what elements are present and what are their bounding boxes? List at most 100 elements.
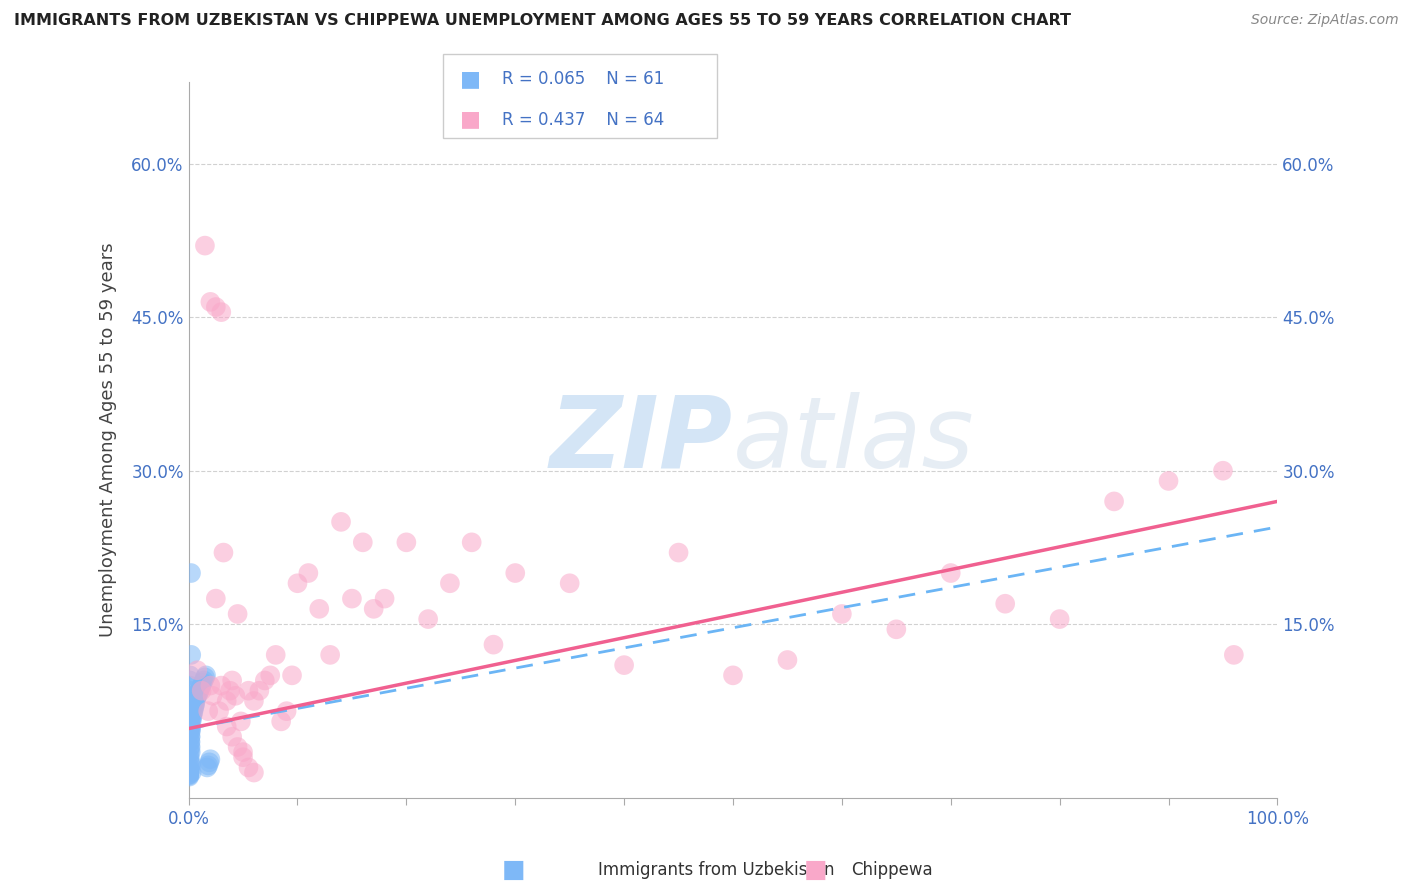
Point bbox=[186, 690, 208, 705]
Point bbox=[939, 566, 962, 580]
Point bbox=[226, 607, 249, 621]
Point bbox=[180, 757, 202, 772]
Point bbox=[188, 683, 211, 698]
Point bbox=[226, 739, 249, 754]
Text: R = 0.065    N = 61: R = 0.065 N = 61 bbox=[502, 70, 664, 88]
Point bbox=[1212, 464, 1234, 478]
Point bbox=[179, 769, 201, 783]
Point bbox=[179, 765, 201, 780]
Point bbox=[308, 602, 330, 616]
Point bbox=[503, 566, 526, 580]
Point bbox=[418, 612, 440, 626]
Point bbox=[179, 668, 201, 682]
Point bbox=[232, 750, 254, 764]
Point bbox=[374, 591, 396, 606]
Point bbox=[215, 694, 238, 708]
Point bbox=[219, 683, 242, 698]
Point bbox=[194, 670, 217, 684]
Point bbox=[179, 714, 201, 729]
Point bbox=[243, 765, 266, 780]
Y-axis label: Unemployment Among Ages 55 to 59 years: Unemployment Among Ages 55 to 59 years bbox=[100, 243, 117, 637]
Point bbox=[281, 668, 304, 682]
Text: R = 0.437    N = 64: R = 0.437 N = 64 bbox=[502, 111, 664, 128]
Point bbox=[190, 681, 212, 695]
Point bbox=[180, 730, 202, 744]
Point bbox=[1049, 612, 1071, 626]
Point bbox=[179, 689, 201, 703]
Point bbox=[190, 683, 212, 698]
Point bbox=[352, 535, 374, 549]
Text: atlas: atlas bbox=[733, 392, 974, 489]
Point bbox=[200, 752, 222, 766]
Point bbox=[183, 704, 205, 718]
Point bbox=[180, 735, 202, 749]
Point bbox=[613, 658, 636, 673]
Text: Chippewa: Chippewa bbox=[851, 861, 932, 879]
Point bbox=[179, 756, 201, 770]
Point bbox=[994, 597, 1017, 611]
Point bbox=[212, 545, 235, 559]
Point bbox=[179, 752, 201, 766]
Point bbox=[181, 709, 204, 723]
Point bbox=[187, 687, 209, 701]
Point bbox=[180, 722, 202, 736]
Point bbox=[179, 760, 201, 774]
Point bbox=[205, 300, 228, 314]
Point bbox=[264, 648, 287, 662]
Point bbox=[177, 767, 200, 781]
Point bbox=[1102, 494, 1125, 508]
Point bbox=[179, 709, 201, 723]
Point bbox=[243, 694, 266, 708]
Point bbox=[183, 699, 205, 714]
Point bbox=[198, 756, 221, 770]
Point bbox=[1157, 474, 1180, 488]
Point bbox=[776, 653, 799, 667]
Point bbox=[179, 673, 201, 688]
Point bbox=[179, 724, 201, 739]
Text: ■: ■ bbox=[460, 69, 481, 89]
Point bbox=[201, 689, 224, 703]
Point bbox=[221, 730, 243, 744]
Point bbox=[200, 679, 222, 693]
Point bbox=[276, 704, 298, 718]
Point bbox=[460, 535, 482, 549]
Text: ZIP: ZIP bbox=[550, 392, 733, 489]
Point bbox=[181, 706, 204, 721]
Point bbox=[197, 704, 219, 718]
Point bbox=[179, 694, 201, 708]
Point bbox=[180, 724, 202, 739]
Point bbox=[668, 545, 690, 559]
Point bbox=[363, 602, 385, 616]
Point bbox=[179, 683, 201, 698]
Point bbox=[179, 763, 201, 777]
Point bbox=[179, 719, 201, 733]
Point bbox=[247, 683, 270, 698]
Point bbox=[482, 638, 505, 652]
Point bbox=[179, 745, 201, 759]
Point bbox=[229, 714, 252, 729]
Point bbox=[184, 697, 207, 711]
Point bbox=[340, 591, 363, 606]
Point bbox=[205, 591, 228, 606]
Text: IMMIGRANTS FROM UZBEKISTAN VS CHIPPEWA UNEMPLOYMENT AMONG AGES 55 TO 59 YEARS CO: IMMIGRANTS FROM UZBEKISTAN VS CHIPPEWA U… bbox=[14, 13, 1071, 29]
Point bbox=[180, 765, 202, 780]
Point bbox=[395, 535, 418, 549]
Point bbox=[177, 765, 200, 780]
Point bbox=[439, 576, 461, 591]
Point bbox=[180, 745, 202, 759]
Point bbox=[180, 714, 202, 729]
Point bbox=[215, 719, 238, 733]
Point bbox=[195, 668, 218, 682]
Point bbox=[180, 711, 202, 725]
Point bbox=[209, 679, 232, 693]
Point bbox=[224, 689, 246, 703]
Point bbox=[721, 668, 744, 682]
Point bbox=[287, 576, 309, 591]
Point bbox=[884, 623, 907, 637]
Point bbox=[180, 648, 202, 662]
Point bbox=[186, 689, 208, 703]
Text: Immigrants from Uzbekistan: Immigrants from Uzbekistan bbox=[598, 861, 834, 879]
Point bbox=[179, 730, 201, 744]
Point bbox=[190, 679, 212, 693]
Point bbox=[195, 760, 218, 774]
